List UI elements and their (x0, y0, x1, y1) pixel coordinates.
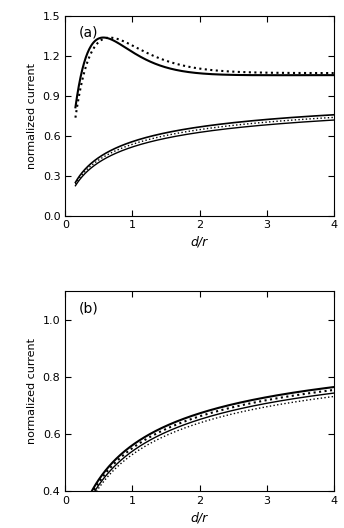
Y-axis label: normalized current: normalized current (27, 338, 37, 444)
X-axis label: d/r: d/r (191, 236, 208, 249)
Text: (a): (a) (79, 26, 98, 40)
X-axis label: d/r: d/r (191, 512, 208, 524)
Text: (b): (b) (79, 301, 98, 315)
Y-axis label: normalized current: normalized current (27, 63, 37, 168)
